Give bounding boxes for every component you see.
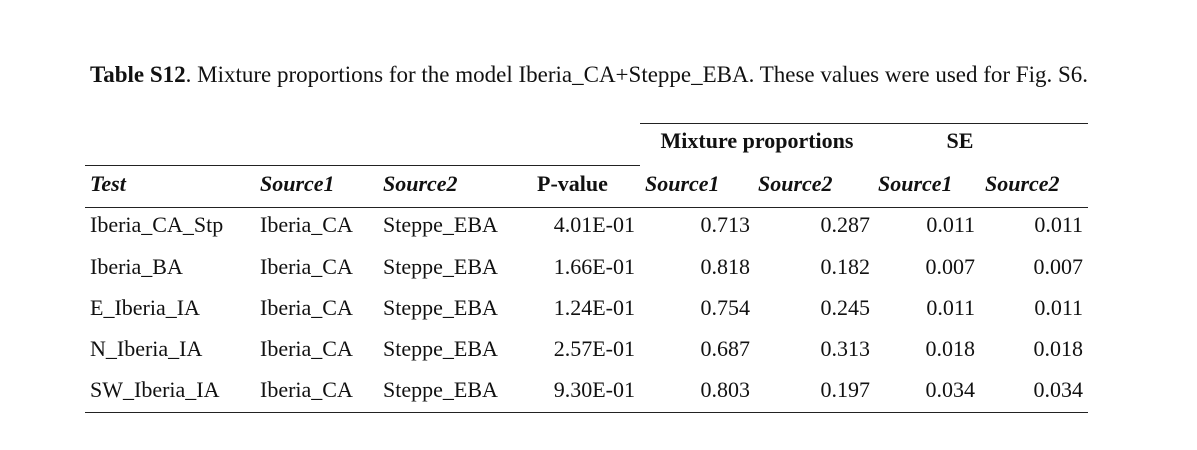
- table-cell: 0.034: [925, 377, 976, 402]
- group-header: SE: [946, 128, 974, 153]
- table-cell: 0.803: [700, 377, 751, 402]
- table-cell: Iberia_CA: [260, 212, 353, 237]
- table-cell: Iberia_BA: [90, 254, 183, 279]
- column-header: Source1: [878, 171, 953, 196]
- column-header: Source2: [985, 171, 1060, 196]
- table-cell: Iberia_CA: [260, 254, 353, 279]
- table-cell: 0.713: [700, 212, 751, 237]
- table-cell: SW_Iberia_IA: [90, 377, 220, 402]
- table-cell: 9.30E-01: [553, 377, 635, 402]
- table-caption: Table S12. Mixture proportions for the m…: [90, 61, 1180, 88]
- column-header: Source2: [758, 171, 833, 196]
- table-cell: 0.011: [926, 212, 975, 237]
- column-header: Source1: [260, 171, 335, 196]
- table-cell: 0.197: [820, 377, 871, 402]
- table-cell: 0.011: [1034, 295, 1083, 320]
- table-cell: 1.24E-01: [553, 295, 635, 320]
- rule: [85, 207, 1088, 208]
- table-cell: 0.687: [700, 336, 751, 361]
- table-cell: 0.018: [925, 336, 976, 361]
- table-cell: Iberia_CA: [260, 377, 353, 402]
- column-header: Test: [90, 171, 126, 196]
- table-cell: 0.818: [700, 254, 751, 279]
- table-cell: 0.287: [820, 212, 871, 237]
- column-header: Source1: [645, 171, 720, 196]
- table-cell: Steppe_EBA: [383, 212, 498, 237]
- table-cell: 0.245: [820, 295, 871, 320]
- column-header: P-value: [537, 171, 608, 196]
- rule: [85, 165, 640, 166]
- table-cell: Iberia_CA: [260, 336, 353, 361]
- table-cell: Steppe_EBA: [383, 377, 498, 402]
- table-cell: 0.011: [1034, 212, 1083, 237]
- table-cell: N_Iberia_IA: [90, 336, 203, 361]
- table-cell: 4.01E-01: [553, 212, 635, 237]
- table-cell: 0.182: [820, 254, 871, 279]
- table-cell: 0.018: [1033, 336, 1084, 361]
- table-cell: Steppe_EBA: [383, 336, 498, 361]
- caption-label: Table S12: [90, 62, 186, 87]
- table-cell: 0.034: [1033, 377, 1084, 402]
- table-cell: Steppe_EBA: [383, 254, 498, 279]
- table-cell: 0.007: [1033, 254, 1084, 279]
- table-cell: 0.011: [926, 295, 975, 320]
- group-header: Mixture proportions: [660, 128, 854, 153]
- table-cell: 0.754: [700, 295, 751, 320]
- table-cell: 0.007: [925, 254, 976, 279]
- table-cell: E_Iberia_IA: [90, 295, 200, 320]
- column-header: Source2: [383, 171, 458, 196]
- rule: [640, 123, 1088, 124]
- rule: [85, 412, 1088, 413]
- table-cell: Steppe_EBA: [383, 295, 498, 320]
- table-cell: Iberia_CA_Stp: [90, 212, 224, 237]
- table-cell: Iberia_CA: [260, 295, 353, 320]
- table-cell: 2.57E-01: [553, 336, 635, 361]
- table-cell: 0.313: [820, 336, 871, 361]
- caption-text: . Mixture proportions for the model Iber…: [185, 62, 1089, 87]
- table-cell: 1.66E-01: [553, 254, 635, 279]
